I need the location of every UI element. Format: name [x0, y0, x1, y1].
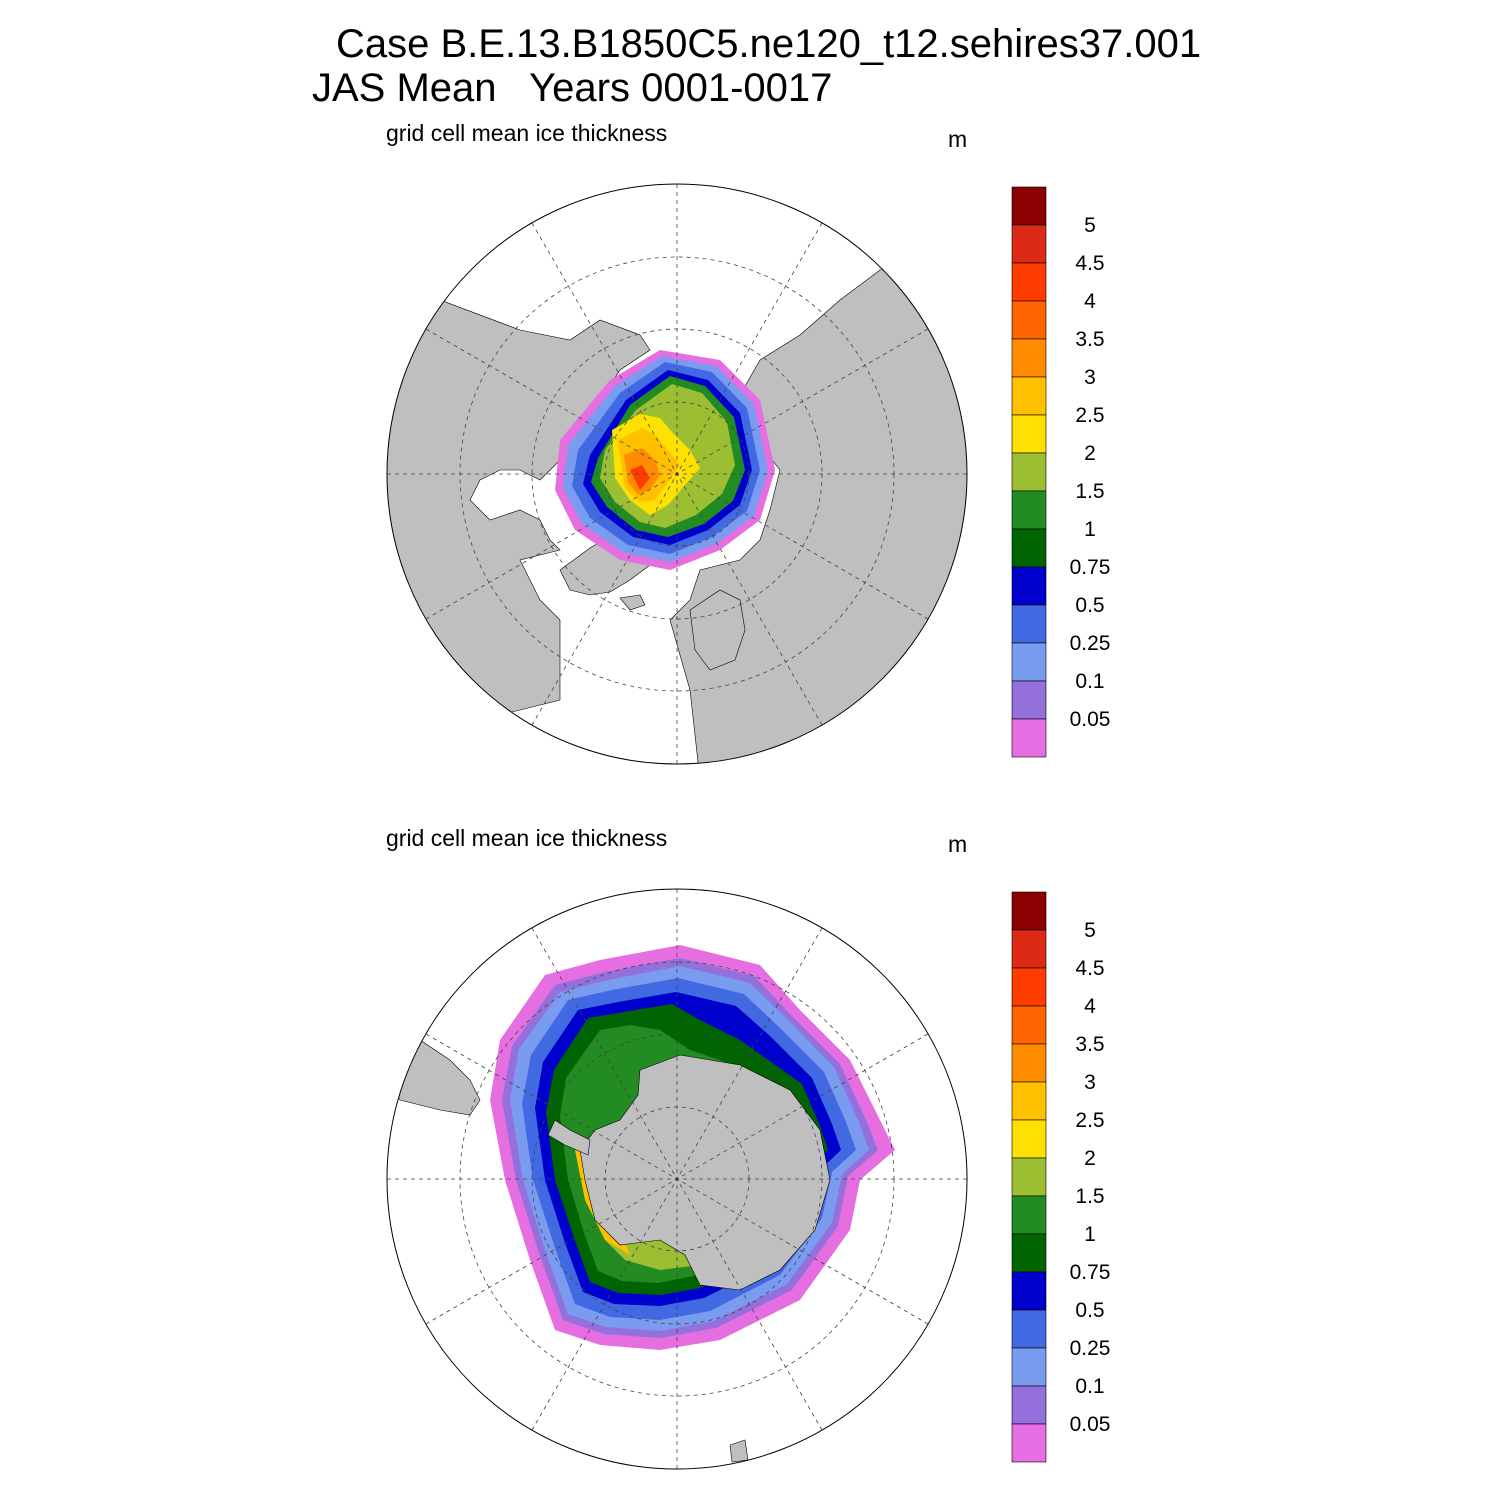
north-colorbar-box-12 [1011, 642, 1047, 682]
south-colorbar-label: 0.75 [1070, 1261, 1111, 1284]
north-colorbar-label: 0.75 [1070, 556, 1111, 579]
south-colorbar-box-14 [1011, 1423, 1047, 1463]
north-colorbar-label: 5 [1084, 214, 1096, 237]
north-colorbar-label: 0.25 [1070, 632, 1111, 655]
north-colorbar-box-3 [1011, 300, 1047, 340]
south-colorbar-box-3 [1011, 1005, 1047, 1045]
north-colorbar-box-14 [1011, 718, 1047, 758]
south-colorbar-box-11 [1011, 1309, 1047, 1349]
panel-south-units: m [948, 831, 968, 857]
south-colorbar-label: 0.25 [1070, 1337, 1111, 1360]
north-colorbar-box-0 [1011, 186, 1047, 226]
south-graticule [387, 889, 967, 1469]
south-colorbar-label: 5 [1084, 919, 1096, 942]
south-colorbar-box-9 [1011, 1233, 1047, 1273]
north-polar-map [386, 183, 968, 765]
colorbar-south: 5 4.5 4 3.5 3 2.5 2 1.5 1 0.75 0.5 0.25 0.1 0.05 [1011, 891, 1111, 1463]
north-colorbar-label: 4.5 [1075, 252, 1104, 275]
south-colorbar-label: 4.5 [1075, 957, 1104, 980]
south-colorbar-label: 0.1 [1075, 1375, 1104, 1398]
north-colorbar-label: 1 [1084, 518, 1096, 541]
north-colorbar-box-1 [1011, 224, 1047, 264]
south-colorbar-label: 3.5 [1075, 1033, 1104, 1056]
north-colorbar-box-6 [1011, 414, 1047, 454]
north-graticule [387, 184, 967, 764]
north-colorbar-box-8 [1011, 490, 1047, 530]
north-colorbar-label: 1.5 [1075, 480, 1104, 503]
south-colorbar-label: 4 [1084, 995, 1096, 1018]
south-colorbar-box-4 [1011, 1043, 1047, 1083]
south-colorbar-box-7 [1011, 1157, 1047, 1197]
north-colorbar-box-4 [1011, 338, 1047, 378]
south-colorbar-label: 0.5 [1075, 1299, 1104, 1322]
south-colorbar-box-8 [1011, 1195, 1047, 1235]
south-colorbar-label: 1.5 [1075, 1185, 1104, 1208]
north-map-border [386, 183, 968, 765]
south-colorbar-box-13 [1011, 1385, 1047, 1425]
north-colorbar-box-10 [1011, 566, 1047, 606]
north-colorbar-box-5 [1011, 376, 1047, 416]
north-colorbar-label: 0.1 [1075, 670, 1104, 693]
plot-title-line2: JAS Mean Years 0001-0017 [312, 66, 833, 110]
south-colorbar-box-10 [1011, 1271, 1047, 1311]
north-colorbar-label: 0.5 [1075, 594, 1104, 617]
north-sea-ice [555, 350, 775, 570]
north-colorbar-box-7 [1011, 452, 1047, 492]
south-colorbar-box-2 [1011, 967, 1047, 1007]
south-colorbar-label: 1 [1084, 1223, 1096, 1246]
south-colorbar-label: 2.5 [1075, 1109, 1104, 1132]
north-colorbar-box-11 [1011, 604, 1047, 644]
plot-title-line1: Case B.E.13.B1850C5.ne120_t12.sehires37.… [336, 22, 1202, 66]
north-colorbar-label: 3 [1084, 366, 1096, 389]
south-colorbar-box-12 [1011, 1347, 1047, 1387]
north-colorbar-box-9 [1011, 528, 1047, 568]
south-colorbar-label: 0.05 [1070, 1413, 1111, 1436]
south-polar-map [386, 888, 968, 1470]
north-colorbar-box-2 [1011, 262, 1047, 302]
panel-north-units: m [948, 126, 968, 152]
south-map-border [386, 888, 968, 1470]
panel-north-label: grid cell mean ice thickness [386, 120, 668, 146]
south-colorbar-label: 3 [1084, 1071, 1096, 1094]
north-colorbar-label: 3.5 [1075, 328, 1104, 351]
south-colorbar-box-5 [1011, 1081, 1047, 1121]
north-colorbar-label: 4 [1084, 290, 1096, 313]
south-colorbar-box-1 [1011, 929, 1047, 969]
south-colorbar-box-0 [1011, 891, 1047, 931]
north-colorbar-label: 2.5 [1075, 404, 1104, 427]
colorbar-north: 5 4.5 4 3.5 3 2.5 2 1.5 1 0.75 0.5 0.25 0.1 0.05 [1011, 186, 1111, 758]
north-colorbar-label: 0.05 [1070, 708, 1111, 731]
north-colorbar-box-13 [1011, 680, 1047, 720]
south-colorbar-box-6 [1011, 1119, 1047, 1159]
panel-south-label: grid cell mean ice thickness [386, 825, 668, 851]
north-colorbar-label: 2 [1084, 442, 1096, 465]
south-colorbar-label: 2 [1084, 1147, 1096, 1170]
